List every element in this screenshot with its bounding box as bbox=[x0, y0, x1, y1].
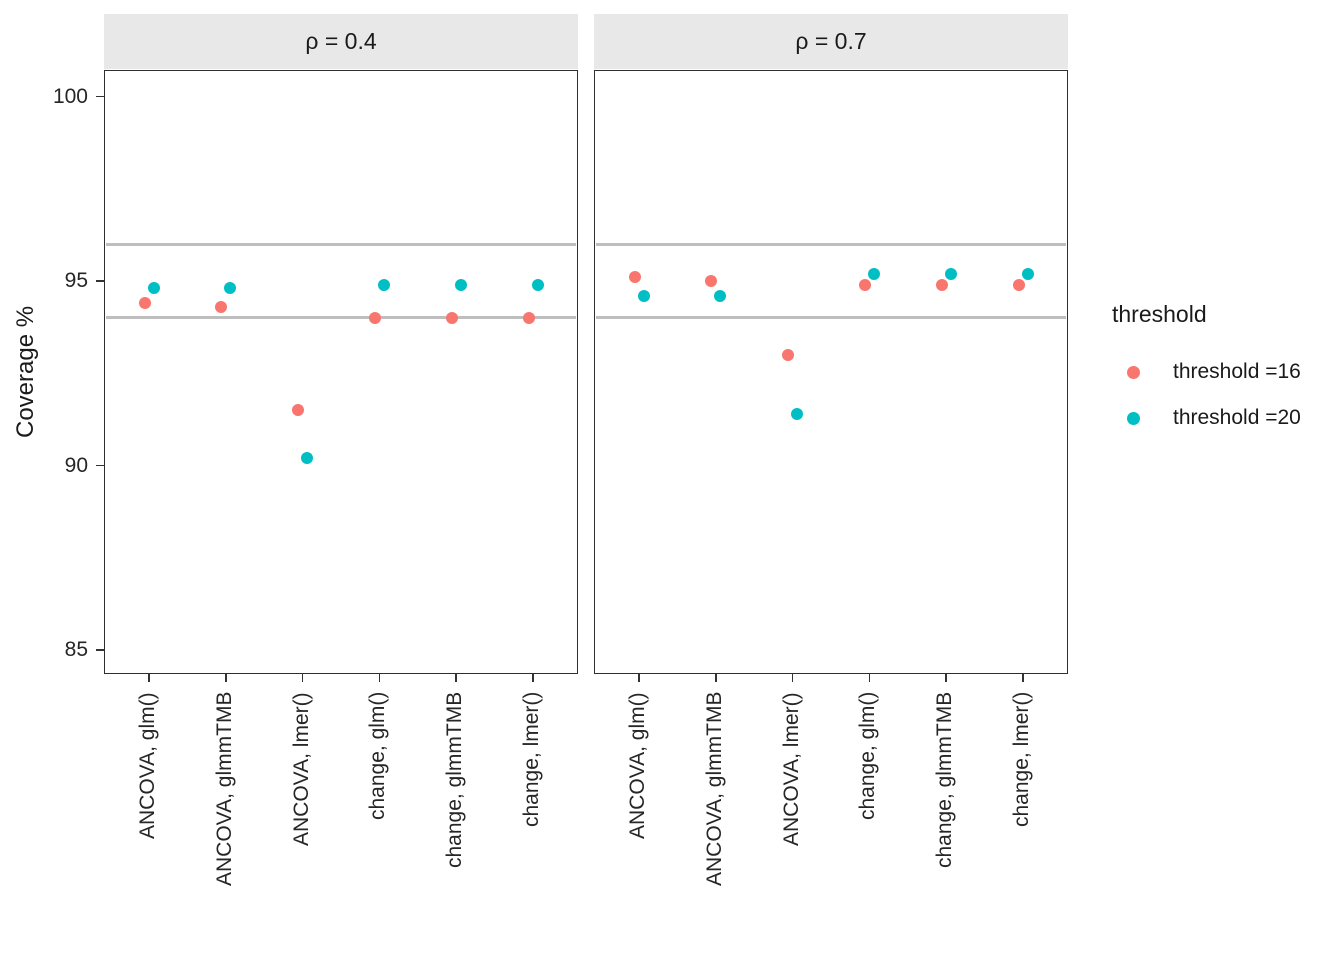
x-axis-tick-label: change, glm() bbox=[856, 692, 880, 821]
x-axis-tick-label: ANCOVA, glmmTMB bbox=[702, 692, 726, 887]
legend-label-threshold-16: threshold =16 bbox=[1173, 360, 1301, 383]
legend-item-threshold-20: threshold =20 bbox=[1127, 405, 1301, 431]
x-axis-tick-label: change, glm() bbox=[366, 692, 390, 821]
reference-line bbox=[596, 242, 1066, 246]
legend-label-threshold-20: threshold =20 bbox=[1173, 406, 1301, 429]
data-point bbox=[454, 278, 467, 291]
data-point bbox=[445, 311, 458, 324]
x-axis-tick bbox=[1022, 674, 1024, 682]
data-point bbox=[292, 404, 305, 417]
facet-strip-label: ρ = 0.4 bbox=[305, 28, 377, 54]
x-axis-tick-label: change, lmer() bbox=[1010, 692, 1033, 828]
x-axis-tick bbox=[532, 674, 534, 682]
x-axis-tick bbox=[455, 674, 457, 682]
data-point bbox=[531, 278, 544, 291]
plot-panel bbox=[594, 70, 1068, 674]
data-point bbox=[858, 278, 871, 291]
y-axis-tick-label: 95 bbox=[64, 269, 88, 293]
x-axis-tick bbox=[791, 674, 794, 682]
y-axis-tick-label: 85 bbox=[64, 638, 88, 662]
data-point bbox=[147, 282, 160, 295]
data-point bbox=[1021, 267, 1034, 280]
x-axis-tick bbox=[301, 674, 304, 682]
data-point bbox=[705, 275, 718, 288]
facet-strip-label: ρ = 0.7 bbox=[795, 28, 867, 54]
data-point bbox=[944, 267, 957, 280]
data-point bbox=[714, 289, 727, 302]
y-axis-tick bbox=[96, 464, 104, 467]
reference-line bbox=[106, 316, 576, 320]
data-point bbox=[782, 348, 795, 361]
data-point bbox=[637, 289, 650, 302]
x-axis-tick-label: ANCOVA, glm() bbox=[136, 692, 159, 839]
legend-title: threshold bbox=[1112, 301, 1207, 327]
data-point bbox=[215, 300, 228, 313]
data-point bbox=[138, 297, 151, 310]
x-axis-tick bbox=[378, 674, 381, 682]
x-axis-tick-label: change, glmmTMB bbox=[933, 692, 957, 869]
x-axis-tick bbox=[225, 674, 227, 682]
facet-strip: ρ = 0.4 bbox=[104, 14, 578, 69]
data-point bbox=[224, 282, 237, 295]
y-axis-title: Coverage % bbox=[12, 305, 39, 439]
y-axis-tick bbox=[96, 95, 104, 98]
legend-swatch-threshold-16-icon bbox=[1127, 365, 1140, 379]
x-axis-tick bbox=[148, 674, 150, 682]
legend-item-threshold-16: threshold =16 bbox=[1127, 359, 1301, 385]
data-point bbox=[377, 278, 390, 291]
data-point bbox=[791, 407, 804, 420]
data-point bbox=[522, 311, 535, 324]
data-point bbox=[368, 311, 381, 324]
x-axis-tick bbox=[868, 674, 871, 682]
x-axis-tick-label: ANCOVA, lmer() bbox=[289, 692, 313, 846]
data-point bbox=[301, 452, 314, 465]
x-axis-tick-label: ANCOVA, glmmTMB bbox=[212, 692, 236, 887]
legend-swatch-threshold-20-icon bbox=[1127, 411, 1140, 425]
reference-line bbox=[106, 242, 576, 246]
plot-panel bbox=[104, 70, 578, 674]
data-point bbox=[1012, 278, 1025, 291]
y-axis-tick-label: 100 bbox=[52, 84, 88, 108]
x-axis-tick bbox=[715, 674, 717, 682]
data-point bbox=[867, 267, 880, 280]
facet-strip: ρ = 0.7 bbox=[594, 14, 1068, 69]
x-axis-tick-label: change, glmmTMB bbox=[443, 692, 467, 869]
data-point bbox=[935, 278, 948, 291]
x-axis-tick bbox=[638, 674, 640, 682]
y-axis-tick-label: 90 bbox=[64, 453, 88, 477]
y-axis-tick bbox=[96, 280, 104, 282]
x-axis-tick-label: ANCOVA, lmer() bbox=[779, 692, 803, 846]
y-axis-tick bbox=[96, 649, 104, 651]
x-axis-tick bbox=[945, 674, 947, 682]
reference-line bbox=[596, 316, 1066, 320]
x-axis-tick-label: ANCOVA, glm() bbox=[626, 692, 649, 839]
data-point bbox=[628, 271, 641, 284]
x-axis-tick-label: change, lmer() bbox=[520, 692, 543, 828]
